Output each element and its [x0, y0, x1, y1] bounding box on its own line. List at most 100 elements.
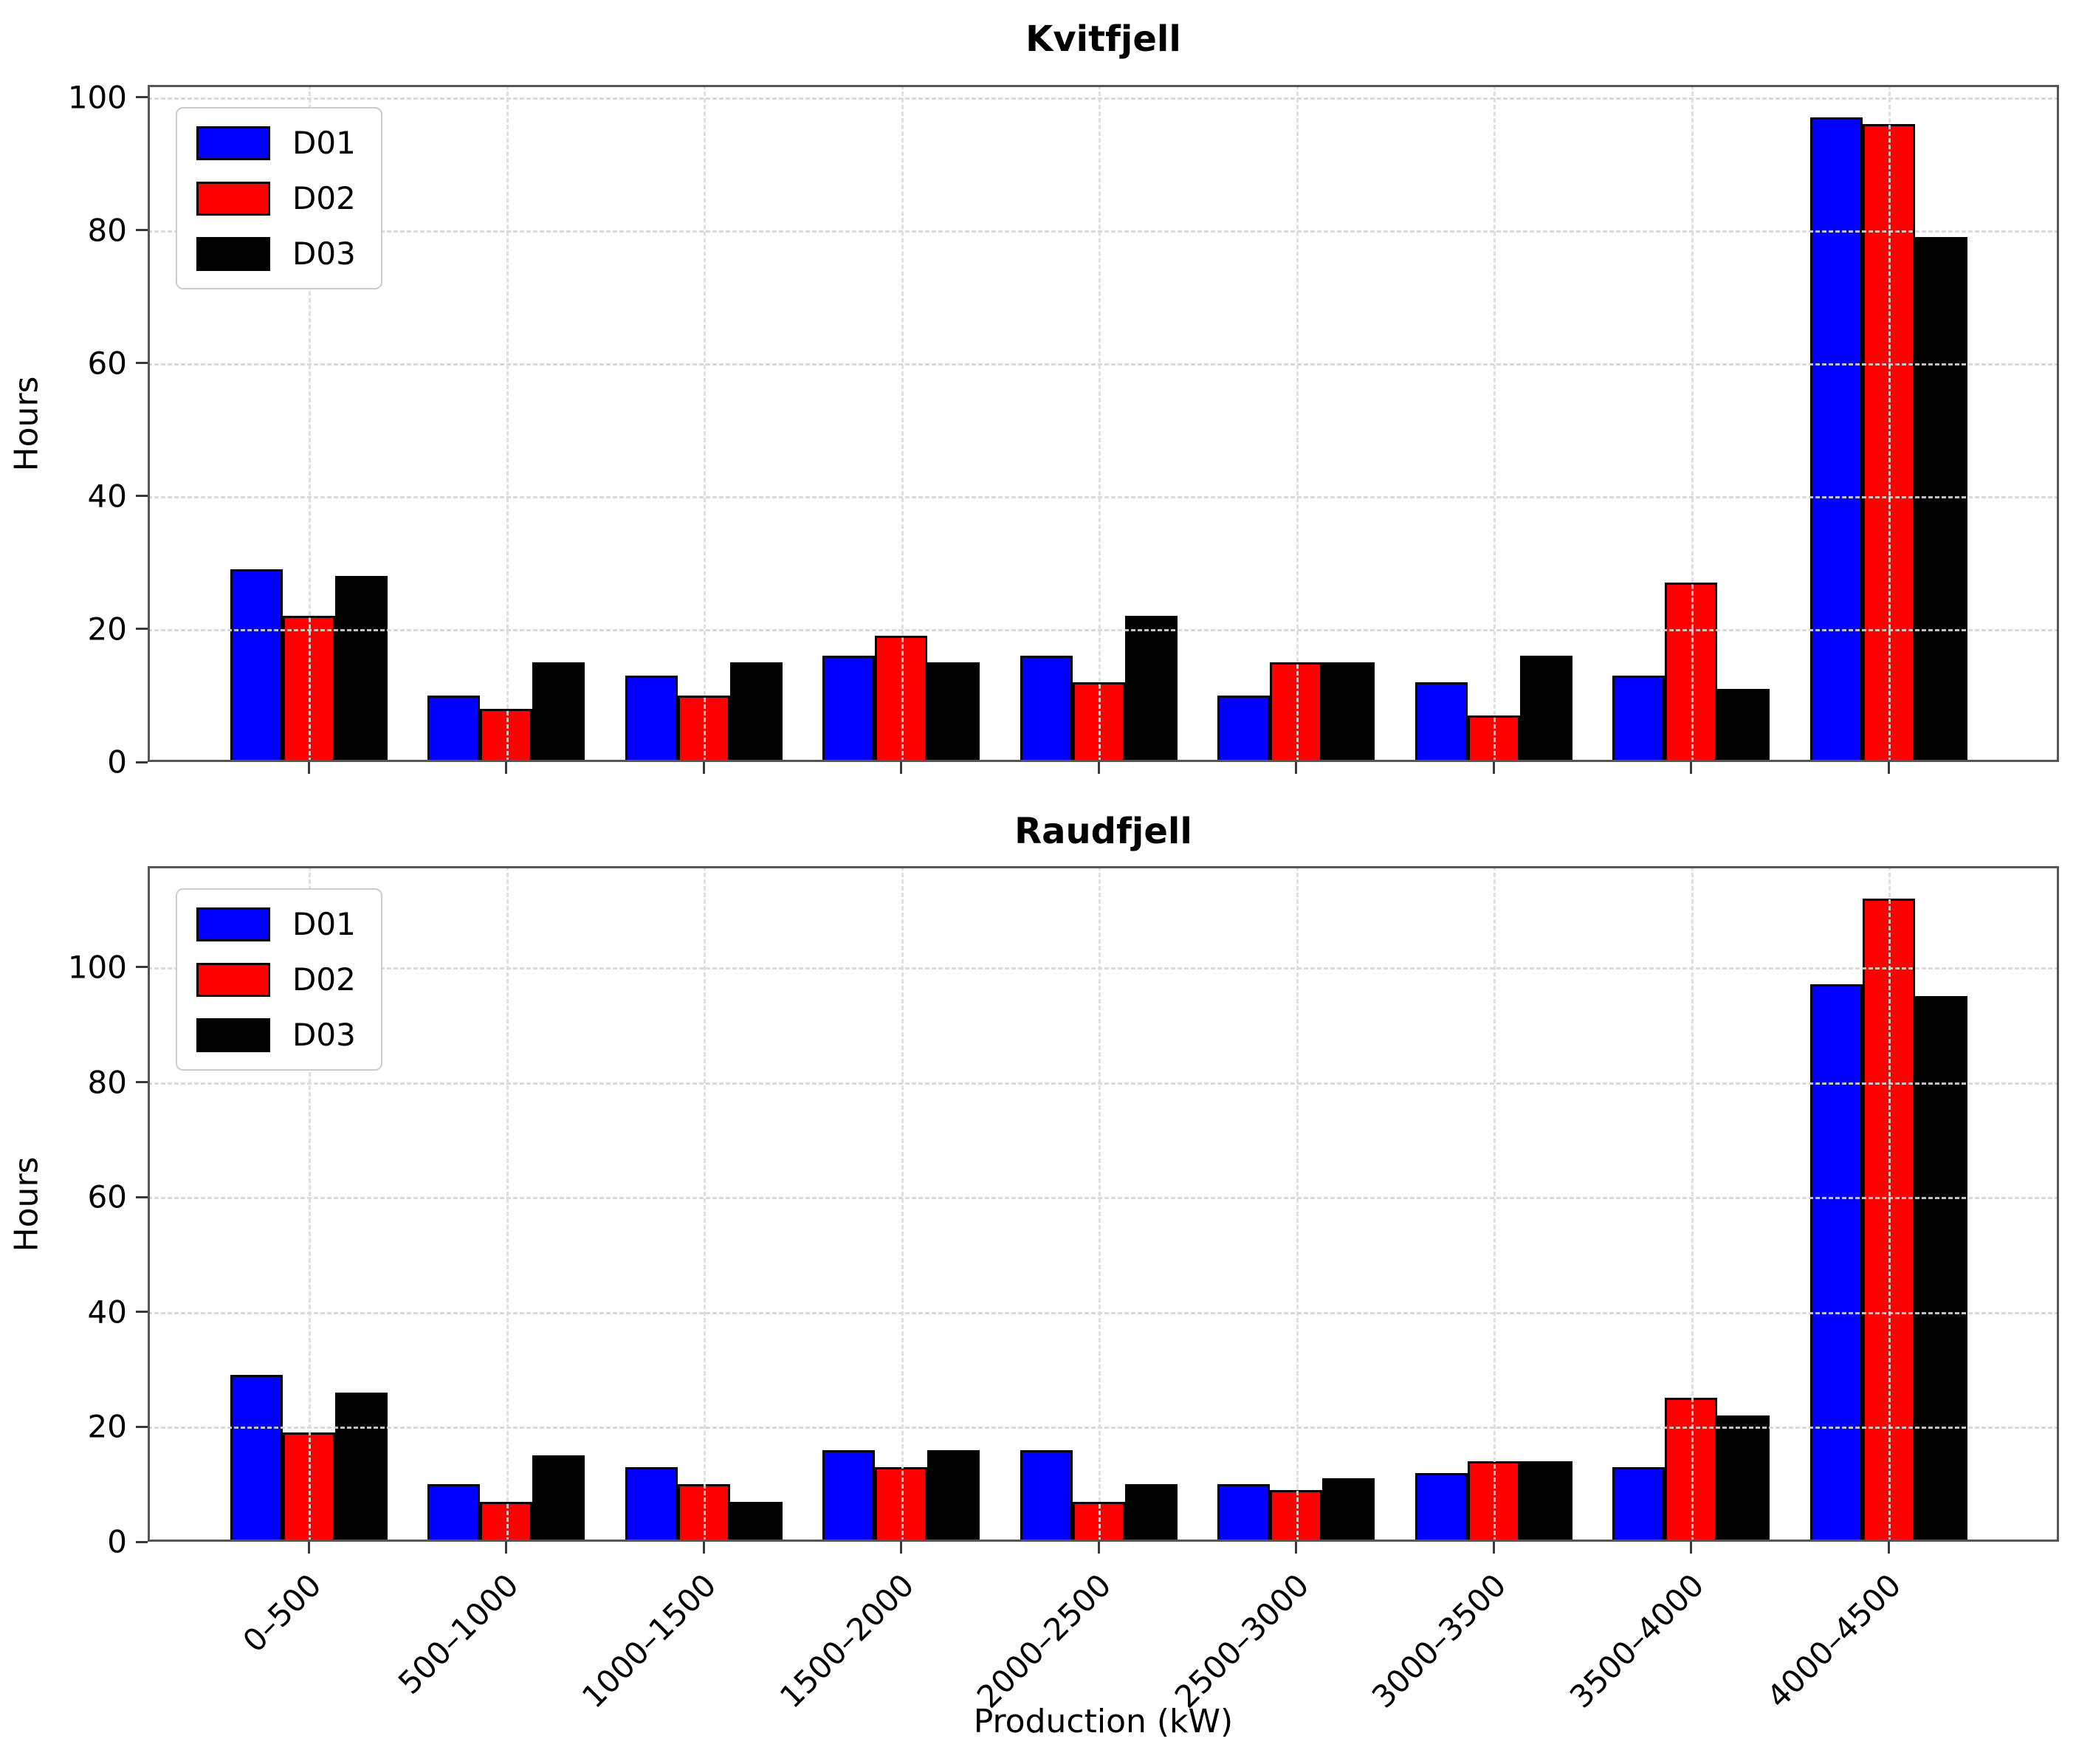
x-tick-mark [1295, 762, 1297, 774]
legend-item-D03: D03 [196, 1017, 356, 1053]
y-tick-mark [136, 362, 148, 365]
x-tick-mark [1690, 1542, 1692, 1554]
bar-D02-1500–2000 [875, 1466, 927, 1542]
x-axis-label: Production (kW) [973, 1703, 1234, 1740]
y-tick-mark [136, 966, 148, 969]
x-tick-mark [1295, 1542, 1297, 1554]
bar-D02-1500–2000 [875, 635, 927, 762]
legend-swatch-D02 [196, 181, 270, 216]
chart-title: Kvitfjell [1025, 18, 1181, 60]
legend-item-D01: D01 [196, 125, 356, 161]
y-tick-label: 20 [87, 1408, 127, 1445]
legend-swatch-D03 [196, 1017, 270, 1052]
x-tick-label: 2500–3000 [1167, 1567, 1316, 1715]
legend-swatch-D01 [196, 907, 270, 941]
y-tick-label: 20 [87, 611, 127, 648]
x-tick-label: 3500–4000 [1562, 1567, 1711, 1715]
y-tick-mark [136, 96, 148, 99]
y-tick-mark [136, 1311, 148, 1314]
x-tick-label: 4000–4500 [1759, 1567, 1908, 1715]
bar-D02-3000–3500 [1467, 715, 1520, 762]
x-tick-mark [1887, 1542, 1890, 1554]
bar-D03-1500–2000 [927, 1449, 980, 1542]
bar-D01-2500–3000 [1217, 1484, 1270, 1542]
bar-D02-500–1000 [480, 708, 532, 762]
y-axis-label: Hours [7, 376, 46, 471]
x-tick-mark [1690, 762, 1692, 774]
y-tick-mark [136, 628, 148, 631]
x-tick-label: 3000–3500 [1364, 1567, 1513, 1715]
bar-D03-2500–3000 [1322, 1478, 1375, 1542]
y-tick-mark [136, 1425, 148, 1428]
bar-D02-2500–3000 [1270, 662, 1322, 762]
bar-D02-0–500 [282, 1432, 335, 1542]
y-tick-mark [136, 1540, 148, 1543]
x-tick-mark [1097, 762, 1100, 774]
bar-D02-0–500 [282, 615, 335, 762]
bar-D03-500–1000 [532, 662, 585, 762]
bar-D01-4000–4500 [1809, 117, 1863, 762]
x-tick-label: 0–500 [236, 1567, 329, 1660]
legend-label: D03 [292, 1017, 356, 1053]
bar-D01-3000–3500 [1414, 682, 1468, 762]
bar-D02-2500–3000 [1270, 1489, 1322, 1542]
bar-D02-1000–1500 [677, 1484, 730, 1542]
x-tick-mark [307, 762, 310, 774]
legend: D01 D02 D03 [176, 888, 382, 1071]
bar-D02-1000–1500 [677, 695, 730, 762]
bar-D01-4000–4500 [1809, 984, 1863, 1542]
legend: D01 D02 D03 [176, 107, 382, 289]
y-tick-label: 0 [107, 744, 127, 780]
bar-D01-2500–3000 [1217, 695, 1270, 762]
bar-D02-3500–4000 [1665, 1398, 1717, 1542]
y-tick-mark [136, 1081, 148, 1084]
bar-D01-1500–2000 [822, 655, 875, 762]
bar-D01-0–500 [230, 1375, 283, 1542]
legend-label: D02 [292, 180, 356, 216]
legend-label: D01 [292, 906, 356, 942]
x-tick-label: 1500–2000 [772, 1567, 921, 1715]
bar-D01-1500–2000 [822, 1449, 875, 1542]
bar-D03-3500–4000 [1717, 1415, 1770, 1542]
bars-layer [148, 85, 2059, 762]
bar-D03-2000–2500 [1124, 615, 1178, 762]
bar-D02-2000–2500 [1072, 1501, 1125, 1542]
y-tick-label: 80 [87, 1064, 127, 1101]
y-tick-mark [136, 495, 148, 498]
bar-D01-3000–3500 [1414, 1472, 1468, 1542]
bar-D03-4000–4500 [1914, 236, 1967, 762]
legend-item-D01: D01 [196, 906, 356, 942]
bar-D02-4000–4500 [1862, 123, 1915, 762]
y-tick-label: 80 [87, 212, 127, 249]
y-tick-label: 40 [87, 1294, 127, 1331]
y-tick-mark [136, 1195, 148, 1198]
bar-D03-1500–2000 [927, 662, 980, 762]
y-tick-label: 100 [67, 79, 127, 116]
bar-D03-0–500 [334, 575, 388, 762]
legend-item-D02: D02 [196, 961, 356, 998]
bar-D02-3000–3500 [1467, 1461, 1520, 1542]
bar-D03-500–1000 [532, 1455, 585, 1542]
x-tick-label: 2000–2500 [969, 1567, 1118, 1715]
bar-D02-4000–4500 [1862, 898, 1915, 1542]
bar-D01-500–1000 [427, 695, 480, 762]
x-tick-mark [307, 1542, 310, 1554]
bar-D03-3500–4000 [1717, 688, 1770, 762]
y-tick-label: 40 [87, 478, 127, 515]
bar-D02-3500–4000 [1665, 582, 1717, 762]
bar-D03-2000–2500 [1124, 1484, 1178, 1542]
bar-D03-3000–3500 [1519, 655, 1572, 762]
x-tick-mark [1492, 1542, 1495, 1554]
bar-D03-3000–3500 [1519, 1461, 1572, 1542]
plot-area [148, 866, 2059, 1542]
legend-label: D03 [292, 236, 356, 272]
bar-D02-2000–2500 [1072, 682, 1125, 762]
legend-swatch-D03 [196, 236, 270, 271]
bars-layer [148, 866, 2059, 1542]
bar-D03-1000–1500 [729, 662, 783, 762]
y-tick-mark [136, 761, 148, 763]
bar-D01-2000–2500 [1020, 1449, 1073, 1542]
bar-D01-500–1000 [427, 1484, 480, 1542]
bar-D01-2000–2500 [1020, 655, 1073, 762]
